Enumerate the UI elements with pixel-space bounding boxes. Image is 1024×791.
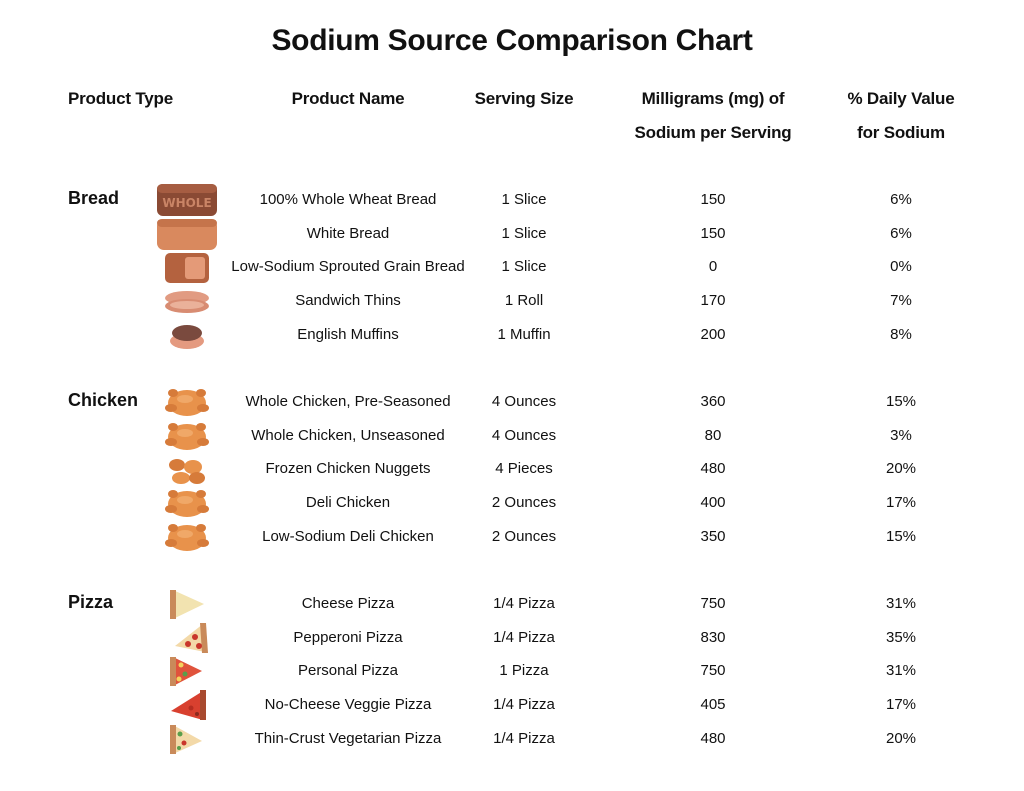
serving-size-cell: 1/4 Pizza xyxy=(493,729,555,747)
sodium-mg-cell: 480 xyxy=(700,729,726,747)
product-name-cell: Deli Chicken xyxy=(305,494,391,512)
header-milligrams-line2: Sodium per Serving xyxy=(634,123,792,142)
daily-value-cell: 17% xyxy=(885,494,917,512)
serving-size-cell: 1 Slice xyxy=(501,258,547,276)
daily-value-cell: 15% xyxy=(885,527,917,545)
sprouted-bread-slice-icon xyxy=(155,249,219,285)
daily-value-cell: 31% xyxy=(885,595,917,612)
daily-value-cell: 31% xyxy=(885,662,917,680)
serving-size-cell: 1 Pizza xyxy=(499,662,549,680)
whole-wheat-loaf-icon: WHOLE xyxy=(155,182,219,218)
sodium-mg-cell: 350 xyxy=(700,527,726,545)
daily-value-cell: 20% xyxy=(885,460,917,478)
serving-size-cell: 1 Muffin xyxy=(497,325,551,343)
daily-value-cell: 20% xyxy=(885,729,917,747)
sodium-mg-cell: 830 xyxy=(700,628,726,646)
header-product-type: Product Type xyxy=(68,89,173,108)
white-bread-loaf-icon xyxy=(155,216,219,252)
serving-size-cell: 1/4 Pizza xyxy=(493,696,555,714)
serving-size-cell: 1/4 Pizza xyxy=(493,628,555,646)
cheese-pizza-slice-icon xyxy=(155,586,219,622)
daily-value-cell: 6% xyxy=(890,191,912,208)
roast-chicken-icon xyxy=(155,384,219,420)
daily-value-cell: 35% xyxy=(885,628,917,646)
product-name-cell: 100% Whole Wheat Bread xyxy=(259,191,437,208)
product-name-cell: Whole Chicken, Unseasoned xyxy=(251,426,445,444)
serving-size-cell: 2 Ounces xyxy=(491,527,557,545)
product-name-cell: Low-Sodium Deli Chicken xyxy=(262,527,434,545)
sodium-mg-cell: 360 xyxy=(700,393,726,410)
product-name-cell: Personal Pizza xyxy=(297,662,399,680)
roast-chicken-icon xyxy=(155,519,219,555)
serving-size-cell: 4 Ounces xyxy=(491,393,557,410)
serving-size-cell: 2 Ounces xyxy=(491,494,557,512)
group-label-chicken: Chicken xyxy=(68,390,139,410)
chart-title: Sodium Source Comparison Chart xyxy=(271,24,753,57)
product-name-cell: Whole Chicken, Pre-Seasoned xyxy=(245,393,451,410)
personal-pizza-slice-icon xyxy=(155,653,219,689)
sodium-mg-cell: 750 xyxy=(700,662,726,680)
roast-chicken-icon xyxy=(155,418,219,454)
thin-crust-pizza-slice-icon xyxy=(155,721,219,757)
sodium-mg-cell: 405 xyxy=(700,696,726,714)
product-name-cell: No-Cheese Veggie Pizza xyxy=(264,696,432,714)
serving-size-cell: 4 Ounces xyxy=(491,426,557,444)
serving-size-cell: 1 Slice xyxy=(501,224,547,242)
english-muffin-icon xyxy=(155,317,219,353)
sodium-mg-cell: 400 xyxy=(700,494,726,512)
sodium-mg-cell: 80 xyxy=(704,426,722,444)
header-serving-size: Serving Size xyxy=(474,89,574,108)
daily-value-cell: 0% xyxy=(890,258,912,276)
product-name-cell: Frozen Chicken Nuggets xyxy=(265,460,431,478)
chicken-nuggets-icon xyxy=(155,451,219,487)
serving-size-cell: 1 Roll xyxy=(504,292,544,310)
header-daily-value-line2: for Sodium xyxy=(857,123,945,142)
header-daily-value-line1: % Daily Value xyxy=(847,89,955,108)
product-name-cell: Cheese Pizza xyxy=(301,595,395,612)
veggie-pizza-slice-icon xyxy=(155,687,219,723)
group-label-bread: Bread xyxy=(68,188,120,208)
serving-size-cell: 4 Pieces xyxy=(495,460,553,478)
product-name-cell: Pepperoni Pizza xyxy=(293,628,403,646)
daily-value-cell: 3% xyxy=(890,426,912,444)
header-product-name: Product Name xyxy=(291,89,405,108)
group-label-pizza: Pizza xyxy=(68,592,114,612)
daily-value-cell: 15% xyxy=(885,393,917,410)
daily-value-cell: 6% xyxy=(890,224,912,242)
sodium-mg-cell: 150 xyxy=(700,224,726,242)
product-name-cell: Thin-Crust Vegetarian Pizza xyxy=(254,729,442,747)
sodium-mg-cell: 750 xyxy=(700,595,726,612)
serving-size-cell: 1 Slice xyxy=(501,191,547,208)
roast-chicken-icon xyxy=(155,485,219,521)
product-name-cell: White Bread xyxy=(306,224,390,242)
sodium-mg-cell: 480 xyxy=(700,460,726,478)
product-name-cell: English Muffins xyxy=(297,325,399,343)
daily-value-cell: 17% xyxy=(885,696,917,714)
daily-value-cell: 7% xyxy=(890,292,912,310)
sodium-mg-cell: 170 xyxy=(700,292,726,310)
header-milligrams-line1: Milligrams (mg) of xyxy=(641,89,785,108)
pepperoni-pizza-slice-icon xyxy=(155,620,219,656)
product-name-cell: Sandwich Thins xyxy=(295,292,401,310)
product-name-cell: Low-Sodium Sprouted Grain Bread xyxy=(231,258,465,276)
sodium-mg-cell: 200 xyxy=(700,325,726,343)
sodium-mg-cell: 0 xyxy=(708,258,718,276)
bread-icon-label: WHOLE xyxy=(162,196,211,210)
sandwich-thins-icon xyxy=(155,283,219,319)
daily-value-cell: 8% xyxy=(890,325,912,343)
sodium-mg-cell: 150 xyxy=(700,191,726,208)
serving-size-cell: 1/4 Pizza xyxy=(493,595,555,612)
